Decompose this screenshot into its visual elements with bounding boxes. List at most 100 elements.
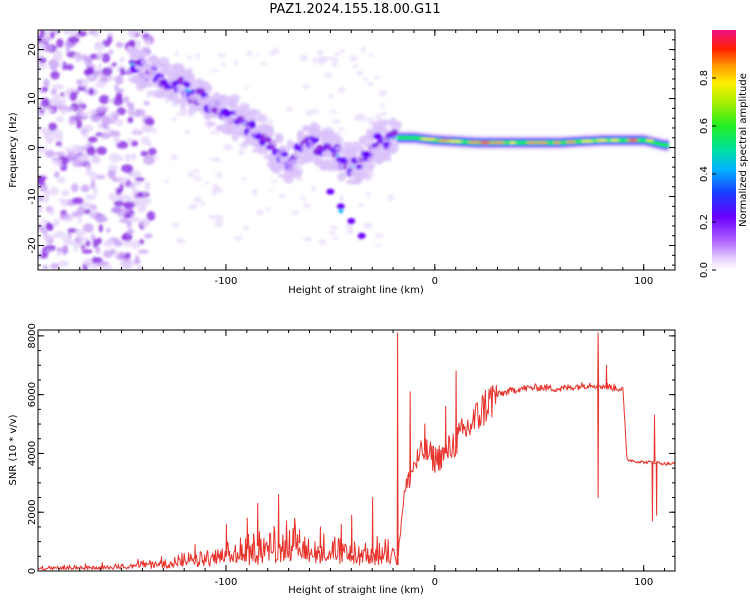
spectrogram-y-axis-label: Frequency (Hz) [8, 112, 19, 188]
spectrogram-noise-blob [43, 190, 52, 197]
spectrogram-noise-blob [48, 108, 54, 113]
spectrogram-noise-blob [131, 186, 138, 196]
spectrogram-noise-blob [98, 94, 110, 105]
spectrogram-noise-blob [77, 153, 90, 163]
spectrogram-noise-blob [360, 115, 368, 122]
spectrogram-noise-blob [268, 189, 273, 193]
spectrogram-x-axis-label: Height of straight line (km) [288, 285, 424, 296]
spectrogram-noise-blob [90, 233, 96, 242]
spectrogram-noise-blob [187, 55, 192, 61]
spectrogram-noise-blob [209, 157, 218, 161]
spectrogram-noise-blob [135, 177, 145, 182]
spectrogram-noise-blob [96, 175, 106, 180]
colorbar-tick-label: 0.6 [699, 118, 710, 134]
spectrogram-noise-blob [52, 218, 60, 227]
spectrogram-ridge-halo [359, 173, 372, 179]
colorbar-tick-label: 0.8 [699, 70, 710, 86]
spectrogram-ridge-halo [190, 80, 197, 87]
spectrogram-noise-blob [80, 54, 88, 61]
spectrogram-noise-blob [348, 55, 358, 62]
spectrogram-ridge-peak [393, 136, 398, 140]
spectrogram-ridge-core [248, 120, 256, 130]
spectrogram-noise-blob [163, 179, 170, 184]
spectrogram-noise-blob [89, 53, 99, 60]
spectrogram-noise-blob [76, 119, 83, 129]
spectrogram-noise-blob [330, 225, 339, 230]
spectrogram-noise-blob [51, 93, 61, 104]
spectrogram-noise-blob [193, 168, 200, 174]
spectrogram-noise-blob [107, 170, 116, 179]
spectrogram-ridge-halo [180, 101, 187, 110]
colorbar-ticks: 0.0 0.2 0.4 0.6 0.8 [699, 70, 716, 278]
spectrogram-noise-blob [40, 37, 52, 43]
spectrogram-noise-blob [81, 249, 93, 254]
spectrogram-noise-blob [127, 116, 134, 124]
spectrogram-noise-blob [374, 233, 384, 239]
spectrogram-noise-blob [42, 265, 49, 270]
spectrogram-noise-blob [56, 38, 64, 48]
snr-y-tick-label: 2000 [27, 499, 38, 524]
spectrogram-noise-blob [240, 145, 248, 150]
spectrogram-noise-blob [50, 263, 60, 270]
spectrogram-noise-blob [302, 202, 311, 209]
spectrogram-ridge-halo [296, 131, 305, 142]
spectrogram-noise-blob [103, 239, 115, 247]
spectrogram-noise-blob [273, 47, 280, 54]
spectrogram-ridge-halo [310, 123, 322, 133]
spectrogram-noise-blob [88, 87, 94, 96]
spectrogram-noise-blob [310, 185, 317, 193]
spectrogram-noise-blob [110, 248, 117, 255]
spectrogram-noise-blob [66, 151, 77, 161]
spectrogram-noise-blob [290, 210, 300, 215]
snr-y-tick-label: 4000 [27, 441, 38, 466]
spectrogram-noise-blob [45, 248, 52, 253]
spectrogram-noise-blob [71, 144, 82, 154]
spectrogram-noise-blob [286, 106, 293, 113]
spectrogram-noise-blob [83, 258, 95, 267]
spectrogram-noise-blob [357, 203, 367, 207]
spectrogram-noise-blob [214, 220, 224, 228]
spectrogram-x-tick-label: 100 [634, 276, 653, 287]
spectrogram-noise-blob [68, 36, 80, 44]
spectrogram-noise-blob [107, 49, 114, 55]
spectrogram-ridge-core [281, 151, 289, 157]
spectrogram-noise-blob [124, 153, 132, 163]
spectrogram-noise-blob [98, 224, 103, 233]
spectrogram-noise-blob [63, 30, 76, 36]
spectrogram-noise-blob [90, 265, 99, 270]
spectrogram-noise-blob [95, 246, 101, 254]
spectrogram-ridge-core [262, 136, 272, 143]
spectrogram-noise-blob [49, 207, 55, 216]
spectrogram-noise-blob [87, 58, 93, 64]
spectrogram-ridge-halo [387, 144, 398, 152]
spectrogram-noise-blob [234, 235, 243, 242]
spectrogram-noise-blob [367, 82, 375, 87]
spectrogram-ridge-halo [255, 113, 268, 123]
spectrogram-noise-blob [115, 41, 124, 49]
spectrogram-noise-blob [91, 257, 103, 263]
spectrogram-noise-blob [171, 153, 178, 161]
spectrogram-noise-blob [134, 217, 141, 223]
spectrogram-noise-blob [361, 46, 367, 53]
spectrogram-noise-blob [256, 209, 264, 216]
spectrogram-noise-blob [337, 126, 346, 130]
snr-y-tick-label: 0 [27, 568, 38, 574]
spectrogram-noise-blob [80, 111, 89, 119]
spectrogram-noise-blob [65, 106, 75, 112]
spectrogram-noise-blob [59, 110, 70, 115]
spectrogram-noise-blob [90, 114, 101, 123]
spectrogram-y-tick-label: 10 [27, 92, 38, 105]
spectrogram-noise-blob [58, 198, 68, 203]
spectrogram-noise-blob [87, 136, 98, 143]
spectrogram-noise-blob [55, 230, 66, 239]
spectrogram-ridge-halo [239, 102, 251, 110]
spectrogram-noise-blob [130, 169, 142, 180]
spectrogram-noise-blob [270, 179, 278, 184]
spectrogram-noise-blob [48, 58, 59, 69]
spectrogram-noise-blob [148, 147, 157, 156]
chart-title: PAZ1.2024.155.18.00.G11 [269, 2, 441, 17]
spectrogram-noise-blob [133, 108, 146, 117]
spectrogram-noise-blob [132, 127, 140, 136]
